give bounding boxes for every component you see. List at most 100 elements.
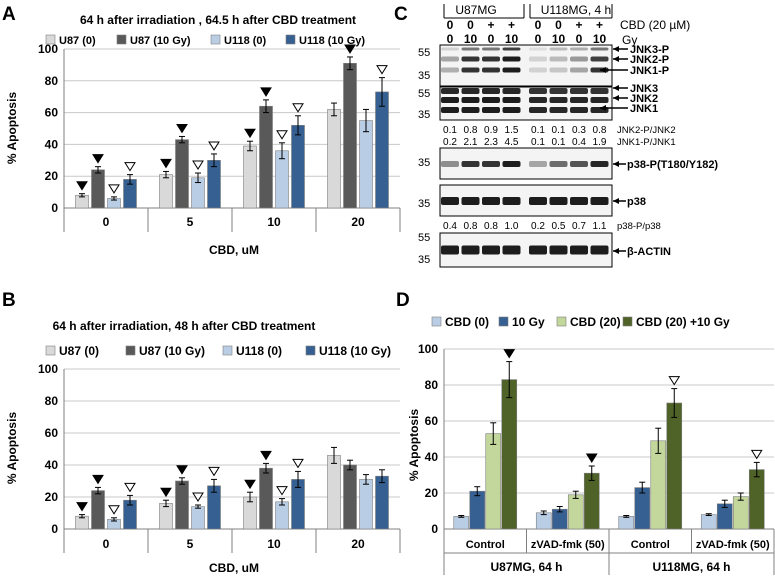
ratio-value: 2.1 (464, 137, 478, 148)
cbd-lane-value: 0 (467, 18, 474, 32)
ratio-value: 1.1 (593, 221, 607, 232)
blot-band (549, 47, 568, 51)
significance-marker-filled (76, 181, 88, 191)
y-tick-label: 20 (45, 169, 59, 183)
ratio-value: 4.5 (505, 137, 519, 148)
blot-band (529, 107, 547, 113)
cbd-lane-value: + (575, 18, 582, 32)
blot-band (502, 56, 521, 62)
blot-band (570, 47, 588, 51)
y-tick-label: 0 (431, 522, 438, 536)
ratio-value: 0.2 (443, 137, 457, 148)
significance-marker-filled (344, 44, 356, 54)
legend-swatch (305, 345, 316, 356)
panel-label-d: D (396, 290, 410, 311)
blot-band (502, 67, 521, 73)
bar (748, 469, 765, 530)
ratio-value: 0.4 (443, 221, 457, 232)
bar (567, 494, 584, 530)
x-tick-label: 0 (103, 215, 110, 229)
blot-band (570, 88, 588, 94)
bar (259, 467, 273, 530)
x-axis-label: CBD, uM (209, 243, 259, 257)
blot-band (482, 88, 500, 94)
y-tick-label: 80 (45, 394, 59, 408)
bar (359, 479, 373, 530)
cbd-lane-value: + (508, 18, 515, 32)
significance-marker-open (192, 492, 204, 502)
blot-band (482, 107, 500, 113)
ratio-row-jnk1: 0.2 2.1 2.3 4.5 0.1 0.1 0.4 1.9 (443, 137, 607, 148)
svg-text:JNK1: JNK1 (630, 103, 658, 115)
bar (650, 440, 667, 530)
legend-label: CBD (20) +10 Gy (636, 315, 730, 329)
x-tick-label: 5 (187, 537, 194, 551)
mw-marker-55: 55 (418, 232, 430, 244)
y-tick-label: 0 (51, 522, 58, 536)
bar (732, 496, 749, 530)
significance-marker-filled (76, 502, 88, 512)
band-label-jnk2: JNK2 (613, 93, 658, 105)
ratio-value: 0.3 (572, 125, 586, 136)
significance-marker-open (124, 482, 136, 493)
blot-band (590, 197, 609, 205)
y-tick-label: 40 (45, 458, 59, 472)
y-tick-label: 80 (425, 378, 439, 392)
bar (175, 480, 189, 530)
blot-band (441, 107, 459, 113)
x-tick-label: 10 (267, 215, 281, 229)
legend-swatch (125, 345, 136, 356)
bar (259, 105, 273, 209)
legend: U87 (0) U87 (10 Gy) U118 (0) U118 (10 Gy) (45, 344, 391, 358)
mw-marker-35: 35 (418, 198, 430, 210)
bar (207, 160, 221, 209)
bar (618, 516, 635, 530)
band-label-jnk2p: JNK2-P (613, 54, 669, 66)
significance-marker-open (376, 65, 388, 75)
x-tick-label: zVAD-fmk (50) (531, 539, 605, 551)
blot-band (529, 161, 547, 167)
blot-band (529, 97, 547, 103)
bar (191, 506, 205, 530)
bar (375, 475, 389, 530)
legend: U87 (0) U87 (10 Gy) U118 (0) U118 (10 Gy) (45, 34, 365, 47)
significance-marker-filled (160, 487, 172, 498)
significance-marker-filled (244, 479, 256, 490)
ratio-value: 0.8 (484, 221, 498, 232)
significance-marker-open (276, 486, 288, 496)
blot-band (502, 107, 521, 113)
bar (243, 145, 257, 209)
gy-lane-value: 0 (488, 32, 495, 46)
blot-band (549, 97, 568, 103)
bar (327, 455, 341, 530)
ratio-value: 0.1 (552, 125, 566, 136)
bar (583, 472, 600, 530)
legend-label: U87 (0) (59, 344, 99, 358)
gy-lane-value: 10 (552, 32, 566, 46)
ratio-value: 0.9 (484, 125, 498, 136)
significance-marker-filled (176, 123, 188, 134)
svg-text:JNK2-P: JNK2-P (630, 54, 669, 66)
ratio-row-p38: 0.4 0.8 0.8 1.0 0.2 0.5 0.7 1.1 (443, 221, 607, 232)
blot-band (549, 67, 568, 73)
mw-marker-35: 35 (418, 157, 430, 169)
blot-band (461, 107, 480, 113)
ratio-value: 1.5 (505, 125, 519, 136)
band-label-actin: β-ACTIN (613, 246, 671, 258)
bar (275, 150, 289, 209)
bar (91, 490, 105, 530)
blot-band (529, 47, 547, 51)
ratio-value: 0.5 (552, 221, 566, 232)
legend-label: U87 (0) (59, 35, 96, 47)
blot-band (482, 67, 500, 73)
group-label-u87: U87MG, 64 h (490, 560, 562, 574)
blot-band (482, 161, 500, 167)
blot-band (549, 88, 568, 94)
y-tick-label: 100 (38, 362, 58, 376)
cbd-row: 0 0 + +0 0 + + (447, 18, 603, 32)
blot-band (502, 97, 521, 103)
bar (327, 109, 341, 209)
cell-line-u118-label: U118MG, 4 h (541, 3, 611, 17)
bar (485, 433, 502, 530)
gy-lane-value: 10 (593, 32, 607, 46)
